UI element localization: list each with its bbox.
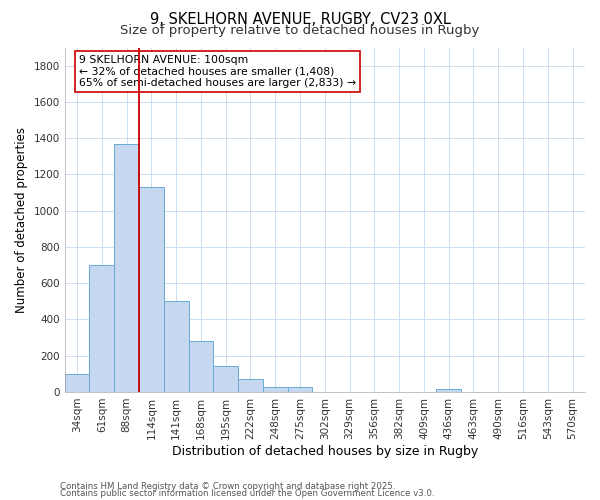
Bar bbox=[263, 386, 287, 392]
Text: Contains HM Land Registry data © Crown copyright and database right 2025.: Contains HM Land Registry data © Crown c… bbox=[60, 482, 395, 491]
Bar bbox=[436, 389, 461, 392]
Bar bbox=[139, 187, 164, 392]
Text: 9, SKELHORN AVENUE, RUGBY, CV23 0XL: 9, SKELHORN AVENUE, RUGBY, CV23 0XL bbox=[149, 12, 451, 28]
Bar bbox=[188, 341, 214, 392]
Bar bbox=[287, 386, 313, 392]
Bar bbox=[114, 144, 139, 392]
Text: Size of property relative to detached houses in Rugby: Size of property relative to detached ho… bbox=[121, 24, 479, 37]
Text: Contains public sector information licensed under the Open Government Licence v3: Contains public sector information licen… bbox=[60, 489, 434, 498]
Bar bbox=[164, 302, 188, 392]
Bar bbox=[238, 380, 263, 392]
Bar bbox=[214, 366, 238, 392]
Bar bbox=[65, 374, 89, 392]
Bar bbox=[89, 265, 114, 392]
Y-axis label: Number of detached properties: Number of detached properties bbox=[15, 126, 28, 312]
Text: 9 SKELHORN AVENUE: 100sqm
← 32% of detached houses are smaller (1,408)
65% of se: 9 SKELHORN AVENUE: 100sqm ← 32% of detac… bbox=[79, 55, 356, 88]
X-axis label: Distribution of detached houses by size in Rugby: Distribution of detached houses by size … bbox=[172, 444, 478, 458]
